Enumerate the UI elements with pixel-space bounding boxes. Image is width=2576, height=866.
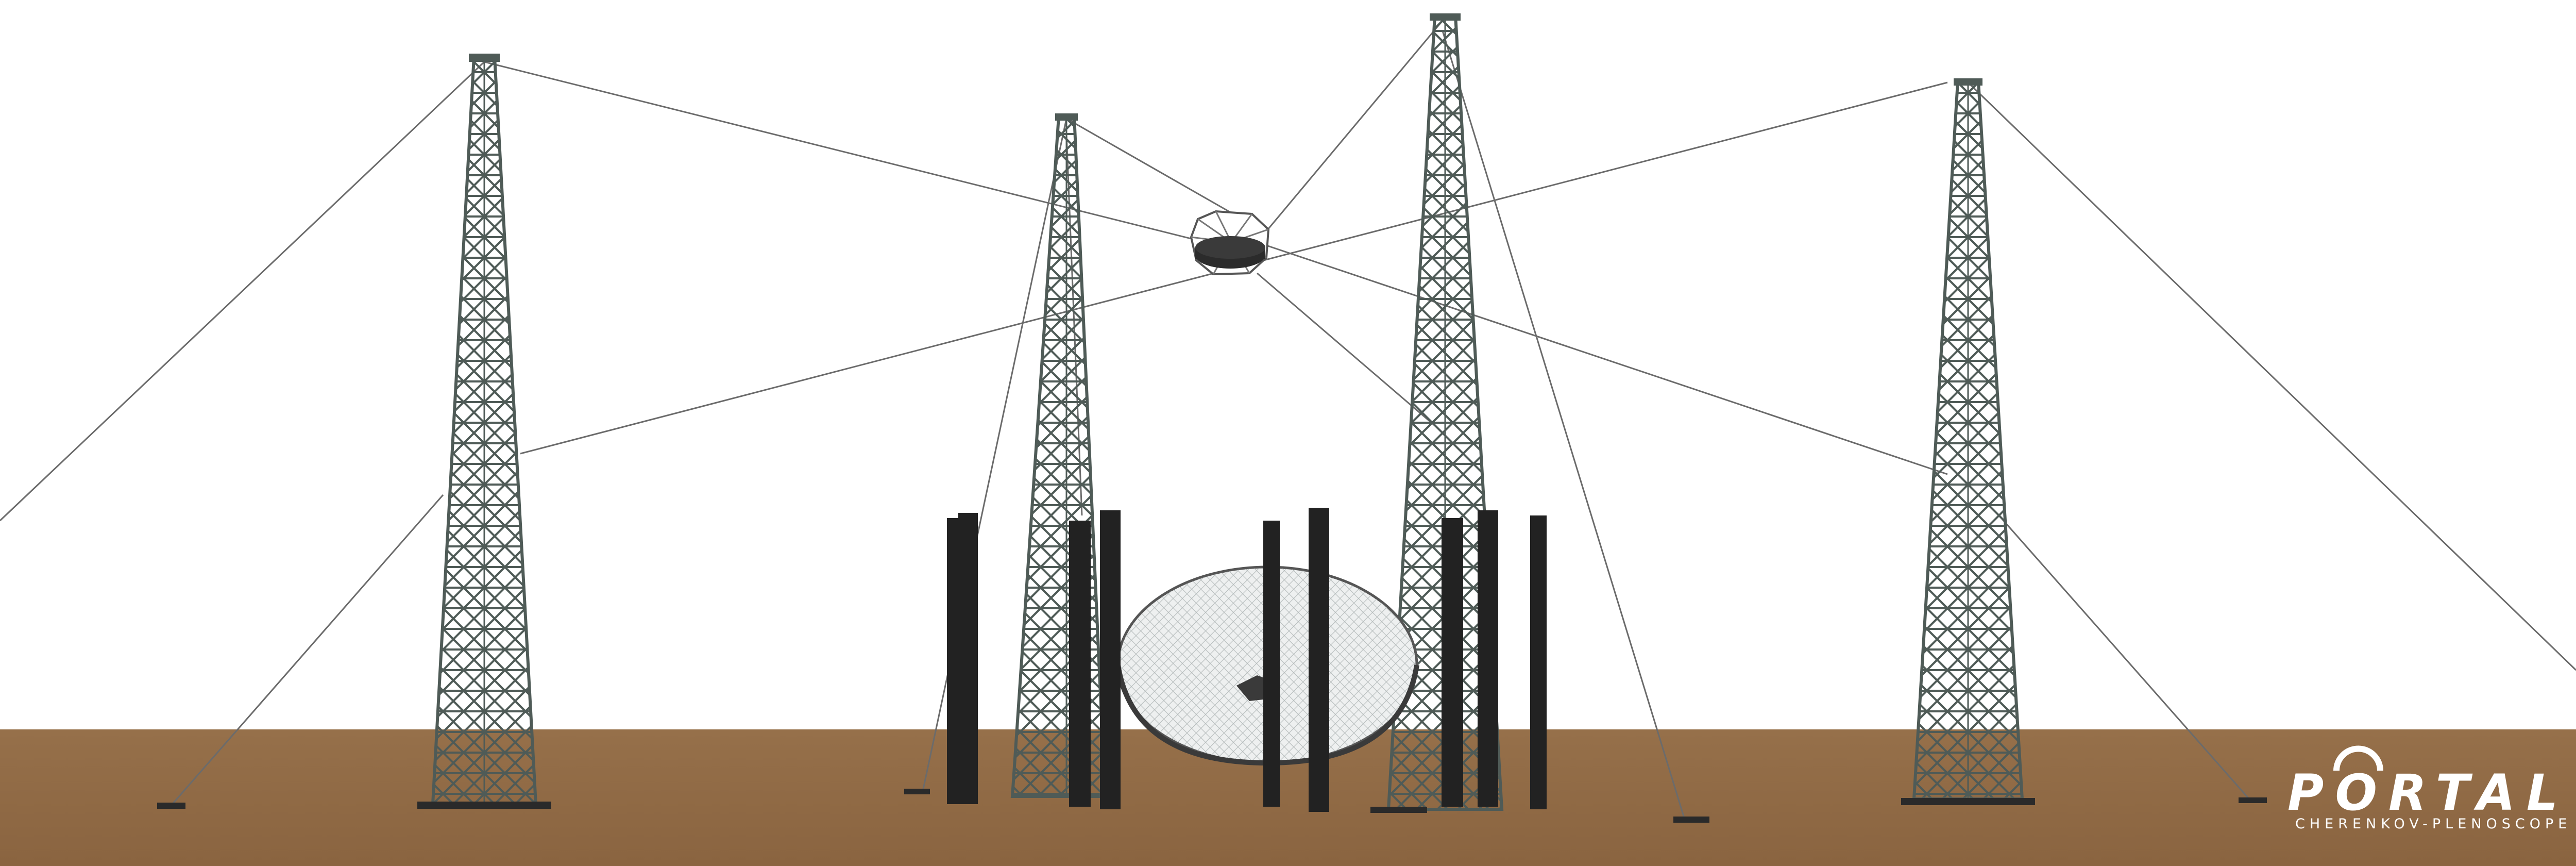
- lattice-tower: [1901, 78, 2035, 805]
- logo-subtitle: CHERENKOV-PLENOSCOPE: [2295, 816, 2572, 832]
- logo-wordmark: PORTAL: [2287, 764, 2570, 822]
- logo-ring-icon: [2333, 745, 2383, 771]
- lattice-tower: [417, 54, 551, 809]
- guy-cables: [0, 20, 2576, 820]
- cable-anchors: [157, 789, 2267, 823]
- camera-housing: [1190, 210, 1270, 276]
- support-columns: [947, 508, 1547, 812]
- lattice-tower: [1010, 113, 1107, 798]
